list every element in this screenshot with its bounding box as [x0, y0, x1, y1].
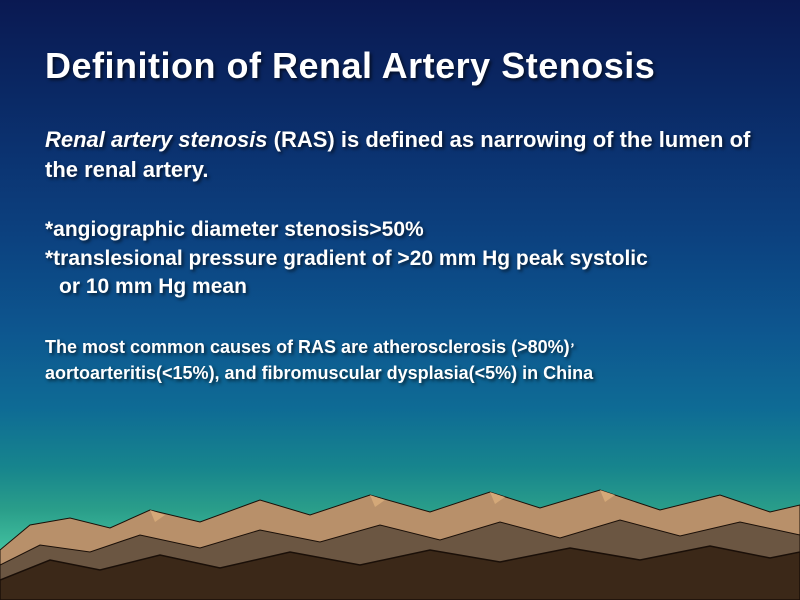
- causes-text: The most common causes of RAS are athero…: [45, 335, 755, 385]
- mountain-decoration: [0, 440, 800, 600]
- definition-term: Renal artery stenosis: [45, 127, 268, 152]
- causes-comma: ，: [570, 337, 581, 349]
- presentation-slide: Definition of Renal Artery Stenosis Rena…: [0, 0, 800, 600]
- definition-text: Renal artery stenosis (RAS) is defined a…: [45, 125, 755, 184]
- criteria-line-1: *angiographic diameter stenosis>50%: [45, 216, 755, 244]
- causes-part-1: The most common causes of RAS are athero…: [45, 337, 570, 357]
- criteria-block: *angiographic diameter stenosis>50% *tra…: [45, 216, 755, 301]
- criteria-line-2: *translesional pressure gradient of >20 …: [45, 245, 755, 273]
- criteria-line-3: or 10 mm Hg mean: [45, 273, 755, 301]
- slide-title: Definition of Renal Artery Stenosis: [45, 45, 755, 87]
- causes-part-2: aortoarteritis(<15%), and fibromuscular …: [45, 363, 593, 383]
